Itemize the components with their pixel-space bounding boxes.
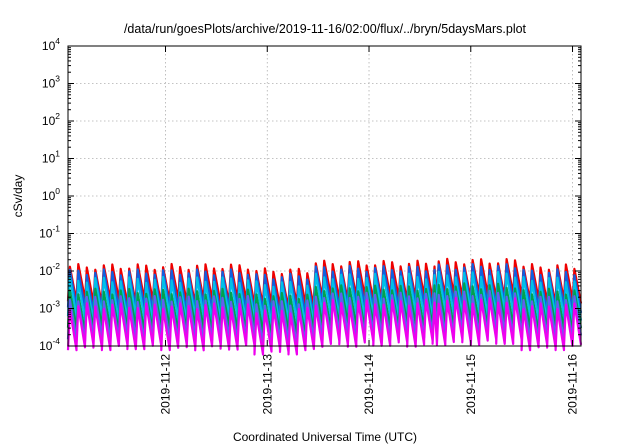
y-tick-label: 103	[42, 74, 60, 91]
y-tick-label: 102	[42, 111, 60, 128]
x-axis: 2019-11-12 2019-11-13 2019-11-14 2019-11-15…	[159, 46, 580, 415]
x-tick-label: 2019-11-14	[362, 354, 376, 415]
y-axis-label: cSv/day	[11, 175, 25, 218]
x-tick-label: 2019-11-16	[566, 354, 580, 415]
plot-area	[66, 257, 583, 356]
y-tick-label: 104	[42, 36, 60, 53]
y-tick-label: 100	[42, 186, 60, 203]
x-tick-label: 2019-11-12	[159, 354, 173, 415]
y-tick-label: 10-3	[39, 299, 60, 316]
chart-title: /data/run/goesPlots/archive/2019-11-16/0…	[124, 22, 527, 36]
y-axis: 10-4 10-3 10-2 10-1 100 101 102 103 104	[39, 36, 581, 353]
x-tick-label: 2019-11-15	[464, 354, 478, 415]
x-tick-label: 2019-11-13	[260, 354, 274, 415]
y-tick-label: 10-2	[39, 261, 60, 278]
y-tick-label: 10-4	[39, 336, 60, 353]
y-tick-label: 10-1	[39, 224, 60, 241]
series-line	[66, 296, 583, 356]
x-axis-label: Coordinated Universal Time (UTC)	[233, 430, 417, 444]
y-tick-label: 101	[42, 149, 60, 166]
